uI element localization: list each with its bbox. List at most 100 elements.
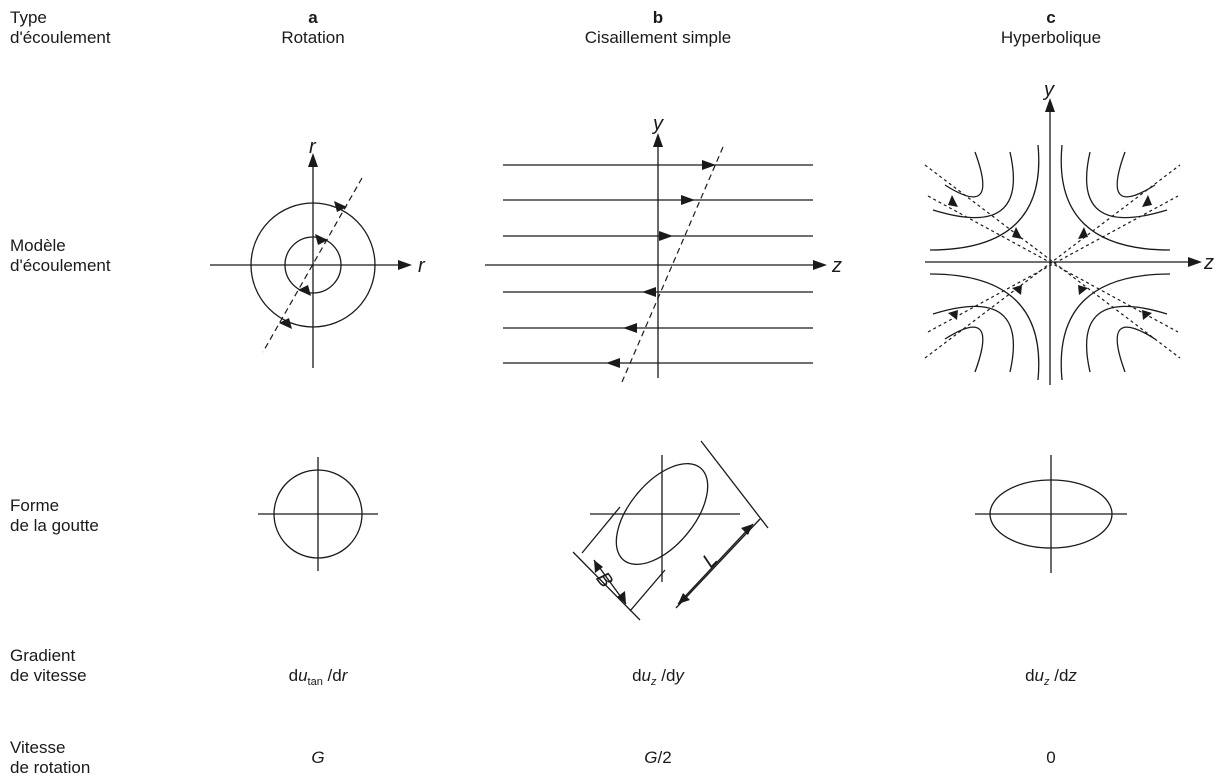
- c-vertical-axis-arrow: [1045, 98, 1055, 112]
- a-horizontal-axis-label: r: [418, 255, 426, 277]
- drop-c-ellipse: [989, 479, 1113, 549]
- gradient-b-mid: /d: [656, 666, 676, 685]
- column-name-c: Hyperbolique: [1000, 28, 1102, 47]
- c-flow-arrow-br-inner: [1078, 285, 1088, 295]
- gradient-b-prefix: d: [632, 666, 642, 685]
- drop-b-ellipse: [615, 462, 709, 566]
- gradient-a: dutan /dr: [188, 666, 448, 688]
- b-flow-arrow-3: [659, 231, 673, 241]
- shear-flow-model: y z: [485, 113, 842, 383]
- c-flow-arrow-bl-inner: [1012, 285, 1022, 295]
- row-label-velocity-gradient: Gradient de vitesse: [10, 646, 87, 686]
- c-horizontal-axis-label: z: [1203, 252, 1214, 274]
- c-streamline-tr-mid: [1085, 151, 1168, 219]
- row-label-drop-shape-line1: Forme: [10, 496, 60, 515]
- gradient-a-sub: tan: [307, 676, 323, 688]
- gradient-b-var: u: [641, 666, 652, 685]
- gradient-a-var: u: [298, 666, 308, 685]
- c-flow-arrow-br: [1142, 310, 1152, 320]
- gradient-c-sub: z: [1044, 676, 1050, 688]
- row-label-velocity-gradient-line2: de vitesse: [10, 666, 87, 685]
- b-flow-arrow-6: [623, 323, 637, 333]
- drop-a-circle: [273, 469, 363, 559]
- b-flow-arrow-2: [681, 195, 695, 205]
- c-dashed-diagonal-2: [924, 164, 1181, 359]
- c-dashed-diagonal-1: [924, 164, 1181, 359]
- b-horizontal-axis-label: z: [831, 255, 842, 277]
- a-inner-streamline: [284, 236, 342, 294]
- rotation-speed-b-rest: /2: [657, 748, 672, 767]
- column-letter-b: b: [652, 8, 664, 27]
- c-flow-arrow-tl-inner: [1012, 227, 1022, 239]
- drop-b-B-extension-2: [629, 569, 666, 612]
- c-flow-arrow-tr-inner: [1078, 227, 1088, 239]
- drop-b-L-dimension-arrow-line: [677, 523, 754, 605]
- gradient-b-sub: z: [651, 676, 657, 688]
- gradient-c-prefix: d: [1025, 666, 1035, 685]
- gradient-c-mid: /d: [1049, 666, 1069, 685]
- column-letter-a: a: [308, 8, 318, 27]
- b-vertical-axis-label: y: [651, 113, 664, 135]
- a-vertical-axis-arrow: [308, 153, 318, 167]
- rotation-speed-b-var: G: [644, 748, 658, 767]
- drop-b-L-arrow-end: [678, 593, 690, 604]
- gradient-b: duz /dy: [528, 666, 788, 688]
- rotation-speed-a: G: [188, 748, 448, 768]
- row-label-drop-shape-line2: de la goutte: [10, 516, 99, 535]
- c-flow-arrow-tr: [1142, 195, 1152, 207]
- c-streamline-tl-mid: [932, 151, 1015, 219]
- column-name-b: Cisaillement simple: [584, 28, 732, 47]
- rotation-speed-a-var: G: [311, 748, 325, 767]
- gradient-a-den: r: [341, 666, 348, 685]
- drop-shape-b: B L: [572, 440, 769, 621]
- row-label-flow-type-line2: d'écoulement: [10, 28, 111, 47]
- c-streamline-tr-inner: [1060, 144, 1171, 251]
- column-letter-c: c: [1046, 8, 1056, 27]
- drop-b-B-extension-1: [581, 506, 621, 554]
- drop-shape-a: [258, 457, 378, 571]
- a-outer-streamline: [250, 202, 376, 328]
- c-flow-arrow-bl: [948, 310, 958, 320]
- gradient-c-den: z: [1068, 666, 1077, 685]
- rotation-speed-c: 0: [921, 748, 1181, 768]
- column-header-b: b Cisaillement simple: [508, 8, 808, 48]
- c-vertical-axis-label: y: [1042, 79, 1055, 101]
- drop-b-L-extension-1: [675, 518, 761, 609]
- column-header-c: c Hyperbolique: [901, 8, 1201, 48]
- rotation-speed-c-rest: 0: [1046, 748, 1056, 767]
- column-name-a: Rotation: [281, 28, 345, 47]
- row-label-rotation-speed-line1: Vitesse: [10, 738, 66, 757]
- row-label-flow-model-line2: d'écoulement: [10, 256, 111, 275]
- c-flow-arrow-tl: [948, 195, 958, 207]
- b-flow-arrow-5: [642, 287, 656, 297]
- row-label-flow-type-line1: Type: [10, 8, 47, 27]
- row-label-flow-model-line1: Modèle: [10, 236, 66, 255]
- rotation-speed-b: G/2: [528, 748, 788, 768]
- row-label-rotation-speed-line2: de rotation: [10, 758, 91, 777]
- a-flow-arrow-1: [334, 201, 347, 212]
- drop-b-dimension-B-line: [572, 551, 641, 621]
- c-streamline-bl-inner: [929, 273, 1040, 381]
- b-flow-arrow-1: [702, 160, 716, 170]
- c-streamline-tl-inner: [929, 144, 1040, 251]
- column-header-a: a Rotation: [163, 8, 463, 48]
- b-vertical-axis-arrow: [653, 133, 663, 147]
- a-flow-arrow-4: [279, 318, 292, 329]
- c-streamline-bl-outer: [944, 326, 984, 373]
- gradient-c: duz /dz: [921, 666, 1181, 688]
- row-label-drop-shape: Forme de la goutte: [10, 496, 99, 536]
- c-streamline-bl-mid: [932, 305, 1015, 373]
- b-horizontal-axis-arrow: [813, 260, 827, 270]
- rotation-flow-model: r r: [210, 136, 426, 368]
- hyperbolic-flow-model: y z: [924, 79, 1214, 385]
- c-horizontal-axis-arrow: [1188, 257, 1202, 267]
- drop-b-dimension-L-line: [700, 440, 769, 529]
- row-label-rotation-speed: Vitesse de rotation: [10, 738, 90, 778]
- b-velocity-profile-line: [621, 146, 724, 383]
- gradient-a-mid: /d: [322, 666, 342, 685]
- row-label-flow-type: Type d'écoulement: [10, 8, 111, 48]
- drop-b-L-arrow-start: [741, 524, 753, 535]
- gradient-c-var: u: [1034, 666, 1045, 685]
- a-horizontal-axis-arrow: [398, 260, 412, 270]
